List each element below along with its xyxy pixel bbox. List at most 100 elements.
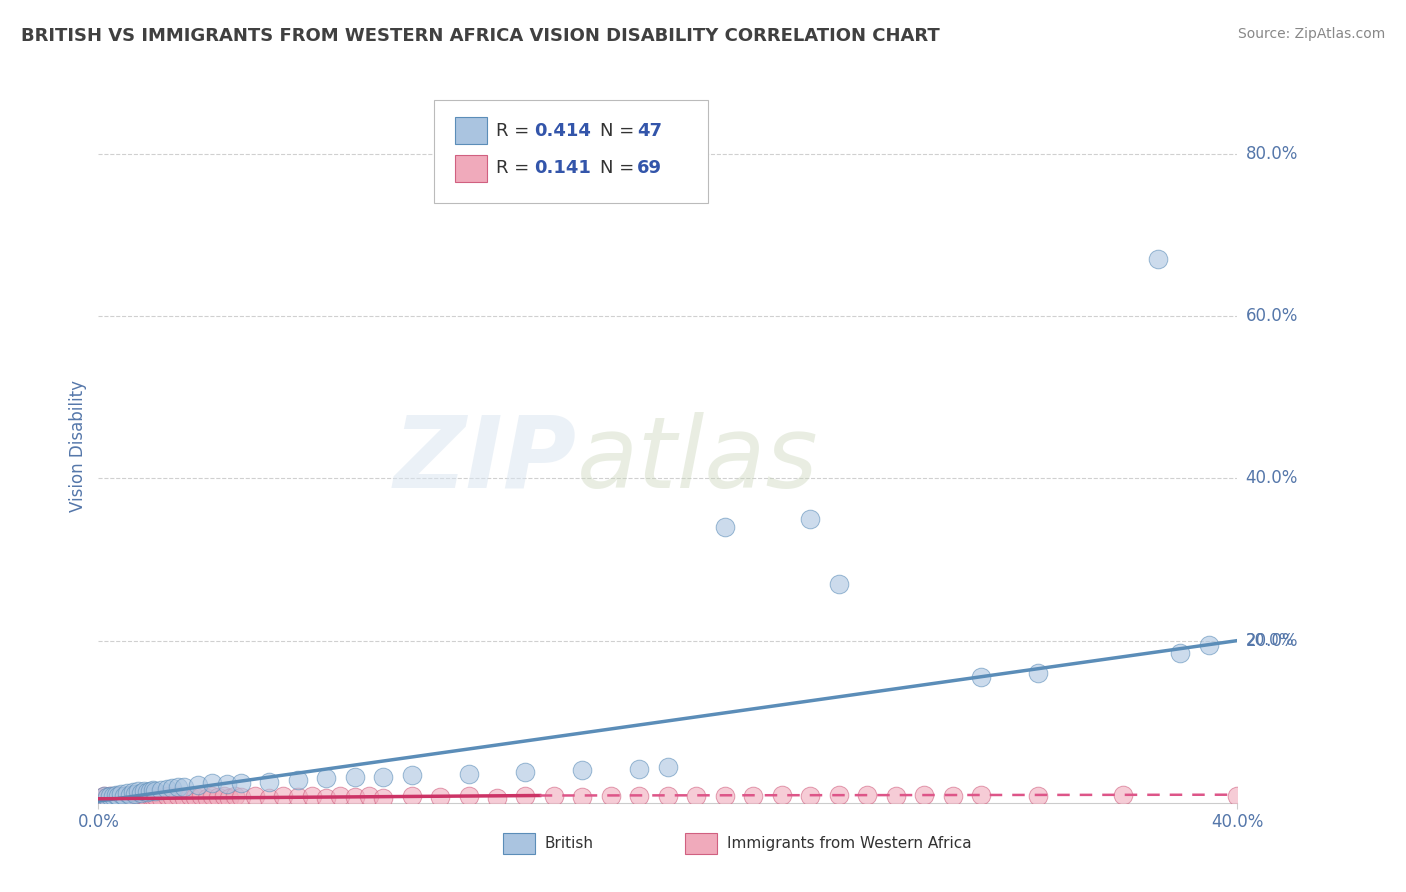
Point bbox=[145, 783, 167, 797]
Point bbox=[135, 791, 157, 805]
Point bbox=[90, 791, 112, 805]
Point bbox=[93, 789, 115, 804]
Point bbox=[156, 782, 179, 797]
Point bbox=[714, 520, 737, 534]
Text: R =: R = bbox=[496, 121, 529, 139]
Point bbox=[343, 790, 366, 805]
FancyBboxPatch shape bbox=[456, 117, 486, 145]
Point bbox=[486, 791, 509, 805]
Point bbox=[135, 785, 157, 799]
Text: 80.0%: 80.0% bbox=[1246, 145, 1298, 163]
Point bbox=[129, 790, 152, 805]
Text: 40.0%: 40.0% bbox=[1246, 469, 1298, 487]
Point bbox=[173, 791, 195, 805]
Point bbox=[112, 791, 135, 805]
Point bbox=[93, 789, 115, 804]
Text: atlas: atlas bbox=[576, 412, 818, 508]
Point bbox=[121, 789, 143, 803]
Point bbox=[212, 789, 235, 803]
Point bbox=[107, 790, 129, 805]
Point bbox=[401, 768, 423, 782]
Point bbox=[543, 789, 565, 803]
Text: N =: N = bbox=[599, 121, 634, 139]
Point bbox=[301, 789, 323, 803]
Point bbox=[156, 789, 179, 804]
Text: ZIP: ZIP bbox=[394, 412, 576, 508]
Point bbox=[856, 788, 879, 802]
Point bbox=[329, 789, 352, 804]
Point bbox=[98, 789, 121, 803]
Point bbox=[150, 782, 173, 797]
Point bbox=[315, 772, 337, 786]
Point bbox=[571, 790, 593, 805]
Point bbox=[129, 786, 152, 800]
Point bbox=[127, 789, 149, 804]
Point bbox=[104, 788, 127, 802]
Point bbox=[357, 789, 380, 803]
Point bbox=[912, 788, 935, 802]
Point bbox=[167, 789, 190, 803]
Point bbox=[287, 773, 309, 788]
Point bbox=[141, 782, 163, 797]
Point bbox=[828, 577, 851, 591]
Point bbox=[685, 789, 707, 804]
Point bbox=[162, 790, 184, 805]
Point bbox=[96, 790, 118, 805]
Point bbox=[315, 791, 337, 805]
Point bbox=[1112, 788, 1135, 802]
Point bbox=[243, 789, 266, 803]
Point bbox=[657, 760, 679, 774]
Point bbox=[287, 790, 309, 805]
Point bbox=[1026, 789, 1049, 803]
Point bbox=[124, 787, 146, 801]
Point bbox=[101, 789, 124, 804]
Point bbox=[118, 788, 141, 802]
Point bbox=[401, 789, 423, 804]
Point bbox=[373, 791, 395, 805]
Text: 60.0%: 60.0% bbox=[1246, 307, 1298, 326]
Point bbox=[628, 789, 651, 804]
Text: 20.0%: 20.0% bbox=[1246, 632, 1298, 649]
FancyBboxPatch shape bbox=[685, 833, 717, 855]
Point bbox=[218, 791, 240, 805]
Point bbox=[96, 790, 118, 805]
Text: Source: ZipAtlas.com: Source: ZipAtlas.com bbox=[1237, 27, 1385, 41]
Point bbox=[121, 785, 143, 799]
Point bbox=[273, 789, 295, 804]
Point bbox=[141, 790, 163, 805]
Point bbox=[799, 789, 821, 803]
Point bbox=[714, 789, 737, 803]
Point bbox=[1026, 666, 1049, 681]
Point bbox=[124, 791, 146, 805]
Point bbox=[343, 770, 366, 784]
Point bbox=[628, 762, 651, 776]
Point bbox=[115, 786, 138, 800]
Text: 0.414: 0.414 bbox=[534, 121, 592, 139]
FancyBboxPatch shape bbox=[503, 833, 534, 855]
Point bbox=[457, 789, 479, 803]
Point bbox=[571, 764, 593, 778]
Point bbox=[799, 512, 821, 526]
Point bbox=[190, 789, 212, 803]
Point bbox=[457, 766, 479, 780]
Point bbox=[207, 790, 229, 805]
Point bbox=[115, 789, 138, 804]
Point bbox=[828, 788, 851, 802]
Point bbox=[104, 789, 127, 804]
Point bbox=[373, 770, 395, 784]
Point bbox=[224, 789, 246, 804]
Point bbox=[162, 781, 184, 796]
Point bbox=[195, 791, 218, 805]
Point bbox=[1146, 252, 1168, 267]
Point bbox=[201, 789, 224, 804]
Point bbox=[110, 787, 132, 801]
FancyBboxPatch shape bbox=[434, 100, 707, 203]
Point bbox=[138, 784, 160, 798]
Point bbox=[127, 784, 149, 798]
Point bbox=[132, 789, 155, 803]
Y-axis label: Vision Disability: Vision Disability bbox=[69, 380, 87, 512]
Point bbox=[429, 790, 451, 805]
Point bbox=[942, 789, 965, 803]
Point bbox=[138, 789, 160, 804]
Point bbox=[187, 778, 209, 792]
